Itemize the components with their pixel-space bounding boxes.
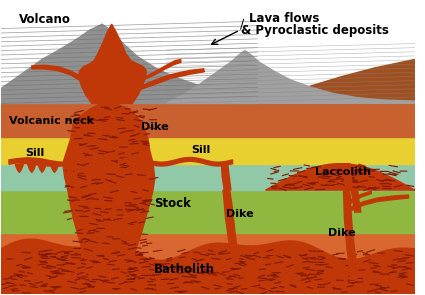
Text: Laccolith: Laccolith bbox=[315, 168, 371, 178]
Polygon shape bbox=[266, 164, 415, 190]
Polygon shape bbox=[67, 164, 72, 177]
Polygon shape bbox=[9, 158, 72, 167]
Bar bbox=[1, 104, 415, 137]
Text: Lava flows: Lava flows bbox=[249, 12, 320, 25]
Polygon shape bbox=[1, 239, 415, 294]
Polygon shape bbox=[142, 59, 181, 81]
Bar bbox=[1, 233, 415, 262]
Text: Dike: Dike bbox=[142, 122, 169, 132]
Bar bbox=[1, 137, 415, 164]
Polygon shape bbox=[141, 69, 204, 89]
Polygon shape bbox=[1, 24, 258, 104]
Polygon shape bbox=[228, 59, 415, 104]
Text: Sill: Sill bbox=[26, 148, 45, 158]
Text: Dike: Dike bbox=[328, 228, 355, 238]
Polygon shape bbox=[343, 164, 352, 190]
Polygon shape bbox=[221, 164, 231, 190]
Polygon shape bbox=[223, 190, 239, 260]
Polygon shape bbox=[38, 164, 46, 173]
Polygon shape bbox=[51, 164, 59, 173]
Text: Sill: Sill bbox=[191, 145, 210, 155]
Text: & Pyroclastic deposits: & Pyroclastic deposits bbox=[241, 24, 389, 37]
Polygon shape bbox=[343, 190, 357, 280]
Text: Volcano: Volcano bbox=[19, 13, 71, 26]
Polygon shape bbox=[350, 191, 371, 204]
Bar bbox=[1, 1, 415, 104]
Text: Batholith: Batholith bbox=[154, 263, 215, 276]
Polygon shape bbox=[63, 104, 155, 294]
Polygon shape bbox=[351, 190, 361, 212]
Text: /: / bbox=[240, 18, 244, 31]
Bar bbox=[1, 164, 415, 190]
Polygon shape bbox=[15, 164, 23, 173]
Text: Stock: Stock bbox=[154, 197, 191, 210]
Text: Volcanic neck: Volcanic neck bbox=[9, 116, 94, 126]
Polygon shape bbox=[166, 51, 415, 104]
Polygon shape bbox=[350, 195, 408, 211]
Polygon shape bbox=[79, 24, 147, 104]
Polygon shape bbox=[28, 164, 36, 173]
Polygon shape bbox=[32, 65, 82, 81]
Text: Dike: Dike bbox=[227, 209, 254, 219]
Bar bbox=[1, 190, 415, 233]
Bar bbox=[1, 262, 415, 280]
Polygon shape bbox=[119, 158, 232, 166]
